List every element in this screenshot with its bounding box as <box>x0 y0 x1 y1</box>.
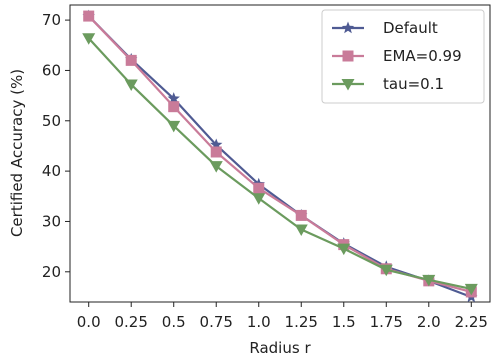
x-tick-label: 1.25 <box>285 313 318 331</box>
x-tick-label: 0.0 <box>77 313 101 331</box>
x-tick-label: 0.5 <box>162 313 186 331</box>
legend-marker <box>342 50 354 62</box>
y-tick-label: 20 <box>42 263 61 281</box>
data-point <box>295 209 307 221</box>
data-point <box>209 161 223 173</box>
y-tick-label: 30 <box>42 212 61 230</box>
y-axis: 20 30 40 50 60 70 <box>42 11 70 281</box>
plot-frame <box>69 4 491 303</box>
x-tick-label: 2.0 <box>417 313 441 331</box>
x-tick-label: 2.25 <box>455 313 488 331</box>
x-axis-label: Radius r <box>249 339 311 357</box>
x-axis: 0.0 0.25 0.5 0.75 1.0 1.25 1.5 1.75 2.0 2.25 <box>77 302 488 331</box>
legend-box <box>321 9 485 104</box>
legend-marker <box>341 21 355 34</box>
y-axis-label: Certified Accuracy (%) <box>8 69 26 237</box>
x-tick-label: 1.5 <box>332 313 356 331</box>
data-point <box>83 10 95 22</box>
legend-label: Default <box>383 19 438 37</box>
x-tick-label: 1.75 <box>370 313 403 331</box>
series-line <box>87 37 472 290</box>
x-tick-label: 0.25 <box>115 313 148 331</box>
legend-marker <box>341 79 355 91</box>
data-point <box>337 243 351 256</box>
data-point <box>167 92 180 104</box>
series-group <box>82 33 478 296</box>
data-point <box>210 138 223 151</box>
data-point <box>252 193 266 205</box>
x-tick-label: 1.0 <box>247 313 271 331</box>
data-point <box>294 224 308 237</box>
data-point <box>422 274 436 287</box>
y-tick-label: 70 <box>42 11 61 29</box>
x-tick-label: 0.75 <box>200 313 233 331</box>
data-point <box>82 33 96 45</box>
y-tick-label: 50 <box>42 112 61 130</box>
y-tick-label: 40 <box>42 162 61 180</box>
legend: Default EMA=0.99 tau=0.1 <box>321 9 485 104</box>
data-point <box>253 182 265 194</box>
data-point <box>464 283 478 296</box>
data-point <box>168 101 180 113</box>
data-point <box>167 120 181 133</box>
y-tick-label: 60 <box>42 61 61 79</box>
data-point <box>379 264 393 277</box>
data-point <box>124 79 138 92</box>
data-point <box>125 54 137 66</box>
data-point <box>210 146 222 158</box>
legend-label: EMA=0.99 <box>383 47 462 65</box>
series-layer <box>82 9 478 303</box>
legend-label: tau=0.1 <box>383 75 444 93</box>
